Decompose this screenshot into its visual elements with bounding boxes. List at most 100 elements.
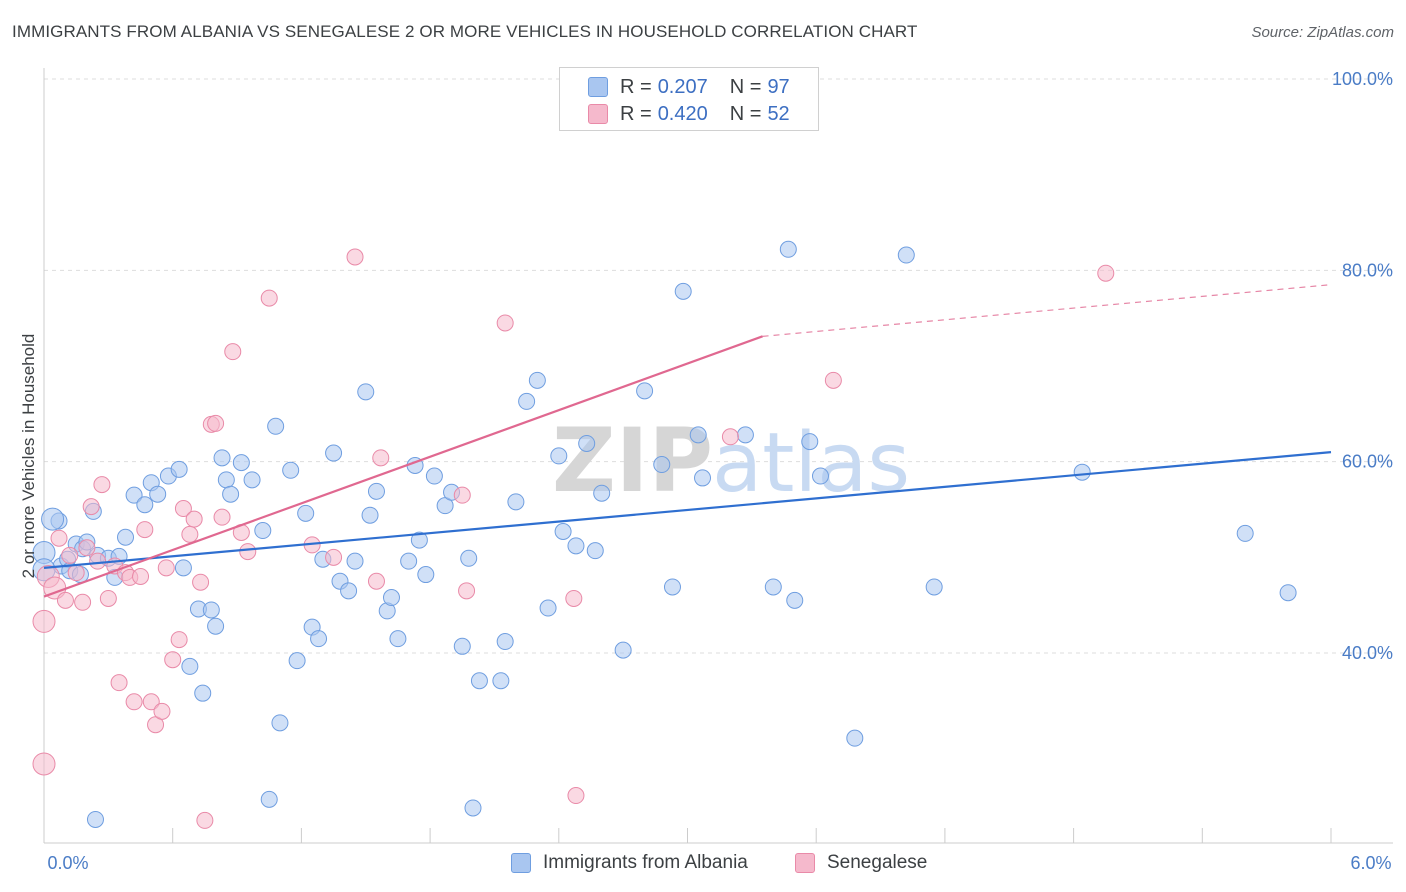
- senegalese-point: [181, 525, 199, 543]
- albania-point: [460, 549, 478, 567]
- albania-point: [586, 542, 604, 560]
- senegalese-point: [185, 510, 203, 528]
- albania-point: [357, 383, 375, 401]
- albania-point: [361, 506, 379, 524]
- albania-n-label: N =: [729, 75, 762, 98]
- senegalese-point: [174, 500, 192, 518]
- albania-point: [496, 633, 514, 651]
- albania-point: [779, 240, 797, 258]
- albania-point: [425, 467, 443, 485]
- senegalese-point: [125, 693, 143, 711]
- senegalese-point: [207, 414, 225, 432]
- albania-point: [464, 799, 482, 817]
- albania-point: [539, 599, 557, 617]
- senegalese-point: [142, 693, 160, 711]
- senegalese-n-value: 52: [767, 102, 790, 125]
- albania-point: [410, 531, 428, 549]
- albania-point: [194, 684, 212, 702]
- albania-point: [578, 434, 596, 452]
- senegalese-point: [93, 476, 111, 494]
- senegalese-point: [224, 343, 242, 361]
- albania-point: [222, 485, 240, 503]
- albania-point: [288, 652, 306, 670]
- albania-point: [297, 504, 315, 522]
- albania-point: [346, 552, 364, 570]
- albania-point: [614, 641, 632, 659]
- axis-layer: 0.0% 6.0%: [43, 68, 1393, 873]
- senegalese-point: [82, 498, 100, 516]
- albania-point: [310, 630, 328, 648]
- senegalese-point: [196, 811, 214, 829]
- albania-point: [207, 617, 225, 635]
- albania-legend-label: Immigrants from Albania: [543, 852, 748, 873]
- albania-point: [282, 461, 300, 479]
- albania-point: [801, 433, 819, 451]
- source-credit: Source: ZipAtlas.com: [1251, 24, 1394, 41]
- albania-point: [736, 426, 754, 444]
- watermark-zip: ZIP: [552, 409, 713, 512]
- senegalese-point: [61, 546, 79, 564]
- senegalese-r-value: 0.420: [657, 102, 708, 125]
- albania-point: [694, 469, 712, 487]
- albania-point: [507, 493, 525, 511]
- senegalese-point: [132, 567, 150, 585]
- albania-legend-swatch: [511, 853, 531, 873]
- albania-point: [254, 522, 272, 540]
- albania-point: [325, 444, 343, 462]
- albania-point: [492, 672, 510, 690]
- albania-trend-line: [43, 451, 1332, 569]
- senegalese-point: [567, 787, 585, 805]
- senegalese-point: [496, 314, 514, 332]
- albania-point: [202, 601, 220, 619]
- senegalese-point: [67, 564, 85, 582]
- senegalese-point: [157, 559, 175, 577]
- albania-point: [518, 392, 536, 410]
- y-tick-label: 40.0%: [1342, 643, 1393, 663]
- albania-point: [1073, 463, 1091, 481]
- albania-point: [786, 591, 804, 609]
- albania-point: [382, 589, 400, 607]
- albania-point: [232, 454, 250, 472]
- grid-layer: 40.0% 60.0% 80.0% 100.0%: [44, 69, 1393, 663]
- albania-point: [1279, 584, 1297, 602]
- albania-point: [811, 467, 829, 485]
- albania-point: [550, 447, 568, 465]
- albania-point: [653, 456, 671, 474]
- senegalese-point: [89, 552, 107, 570]
- albania-r-value: 0.207: [657, 75, 708, 98]
- senegalese-point: [239, 543, 257, 561]
- albania-point: [689, 426, 707, 444]
- albania-point: [136, 496, 154, 514]
- y-axis-label: 2 or more Vehicles in Household: [19, 334, 38, 579]
- senegalese-point: [74, 593, 92, 611]
- senegalese-swatch: [588, 104, 608, 124]
- bottom-legend-senegalese: Senegalese: [795, 852, 927, 874]
- albania-point: [636, 382, 654, 400]
- albania-point: [554, 523, 572, 541]
- albania-r-label: R =: [620, 75, 652, 98]
- albania-point: [267, 417, 285, 435]
- albania-point: [453, 637, 471, 655]
- albania-point: [170, 460, 188, 478]
- albania-swatch: [588, 77, 608, 97]
- albania-point: [846, 729, 864, 747]
- series-albania-points: [32, 240, 1297, 828]
- senegalese-point: [164, 651, 182, 669]
- albania-point: [389, 630, 407, 648]
- senegalese-point: [325, 548, 343, 566]
- albania-point: [125, 486, 143, 504]
- albania-point: [149, 485, 167, 503]
- senegalese-point: [213, 508, 231, 526]
- albania-point: [260, 790, 278, 808]
- senegalese-point: [99, 589, 117, 607]
- albania-point: [897, 246, 915, 264]
- albania-point: [41, 507, 65, 531]
- legend-row-albania: R = 0.207 N = 97: [588, 76, 790, 98]
- senegalese-point: [192, 573, 210, 591]
- x-tick-label-max: 6.0%: [1350, 853, 1391, 873]
- albania-point: [181, 657, 199, 675]
- y-tick-label: 100.0%: [1332, 69, 1393, 89]
- senegalese-point: [153, 702, 171, 720]
- senegalese-r-label: R =: [620, 102, 652, 125]
